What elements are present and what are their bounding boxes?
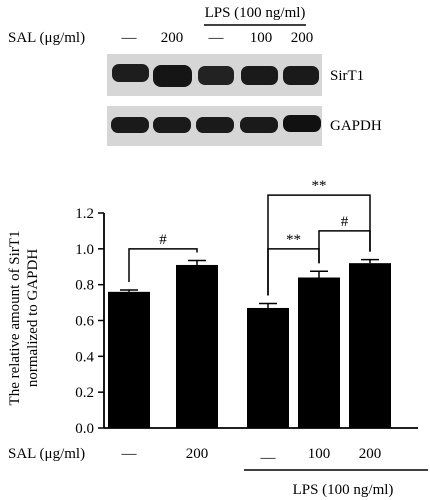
band-sirt1-lane-2	[153, 65, 192, 87]
error-bars	[120, 258, 379, 308]
band-sirt1-lane-3	[198, 66, 234, 85]
bar-4	[298, 277, 340, 428]
bar-5	[349, 263, 391, 428]
blot-sal-value-4: 100	[250, 30, 273, 46]
band-gapdh-lane-3	[196, 117, 234, 133]
y-tick-label: 1.0	[75, 242, 94, 258]
blot-label-gapdh: GAPDH	[330, 118, 382, 134]
significance-bracket-1	[128, 248, 198, 283]
bar-1	[108, 291, 150, 428]
x-category-label-3: —	[260, 450, 277, 466]
blot-sal-value-3: —	[208, 30, 225, 46]
band-gapdh-lane-5	[283, 115, 321, 132]
band-sirt1-lane-5	[283, 66, 319, 85]
bar-3	[247, 307, 289, 428]
band-gapdh-lane-1	[111, 117, 149, 133]
western-blot-panel: LPS (100 ng/ml) SAL (μg/ml) — 200 — 100 …	[8, 5, 382, 146]
bar-2	[176, 264, 218, 428]
x-row-label: SAL (μg/ml)	[8, 446, 85, 462]
y-tick-label: 1.2	[75, 206, 94, 222]
y-axis-label-line-1: The relative amount of SirT1	[7, 231, 23, 406]
y-axis-label-line-2: normalized to GAPDH	[25, 249, 41, 387]
significance-brackets: # ** # **	[128, 178, 371, 296]
bars	[108, 263, 391, 428]
x-category-label-1: —	[121, 446, 138, 462]
band-gapdh-lane-2	[153, 117, 191, 133]
blot-sal-value-5: 200	[291, 30, 314, 46]
band-sirt1-lane-1	[112, 64, 149, 82]
blot-sal-value-1: —	[121, 30, 138, 46]
x-category-label-2: 200	[186, 446, 209, 462]
y-tick-label: 0.8	[75, 278, 94, 294]
significance-label-3: #	[341, 214, 349, 230]
blot-label-sirt1: SirT1	[330, 68, 364, 84]
group-label: LPS (100 ng/ml)	[293, 482, 394, 498]
significance-bracket-4	[267, 194, 371, 296]
y-tick-label: 0.6	[75, 314, 94, 330]
blot-bands-sirt1	[112, 64, 319, 87]
bar-chart: The relative amount of SirT1 normalized …	[7, 178, 428, 498]
y-tick-label: 0.2	[75, 385, 94, 401]
blot-bands-gapdh	[111, 115, 321, 133]
significance-label-1: #	[159, 232, 167, 248]
blot-sal-label: SAL (μg/ml)	[8, 30, 85, 46]
blot-sal-value-2: 200	[161, 30, 184, 46]
significance-label-2: **	[286, 232, 301, 248]
blot-lps-header: LPS (100 ng/ml)	[205, 5, 306, 21]
x-category-label-4: 100	[308, 446, 331, 462]
significance-bracket-3	[318, 230, 371, 264]
x-category-labels: — 200 — 100 200	[121, 446, 382, 466]
y-tick-label: 0.4	[75, 349, 94, 365]
y-tick-label: 0.0	[75, 421, 94, 437]
x-category-label-5: 200	[359, 446, 382, 462]
y-ticks: 0.0 0.2 0.4 0.6 0.8 1.0 1.2	[75, 206, 104, 437]
significance-label-4: **	[312, 178, 327, 194]
band-sirt1-lane-4	[241, 66, 278, 85]
band-gapdh-lane-4	[240, 117, 278, 133]
